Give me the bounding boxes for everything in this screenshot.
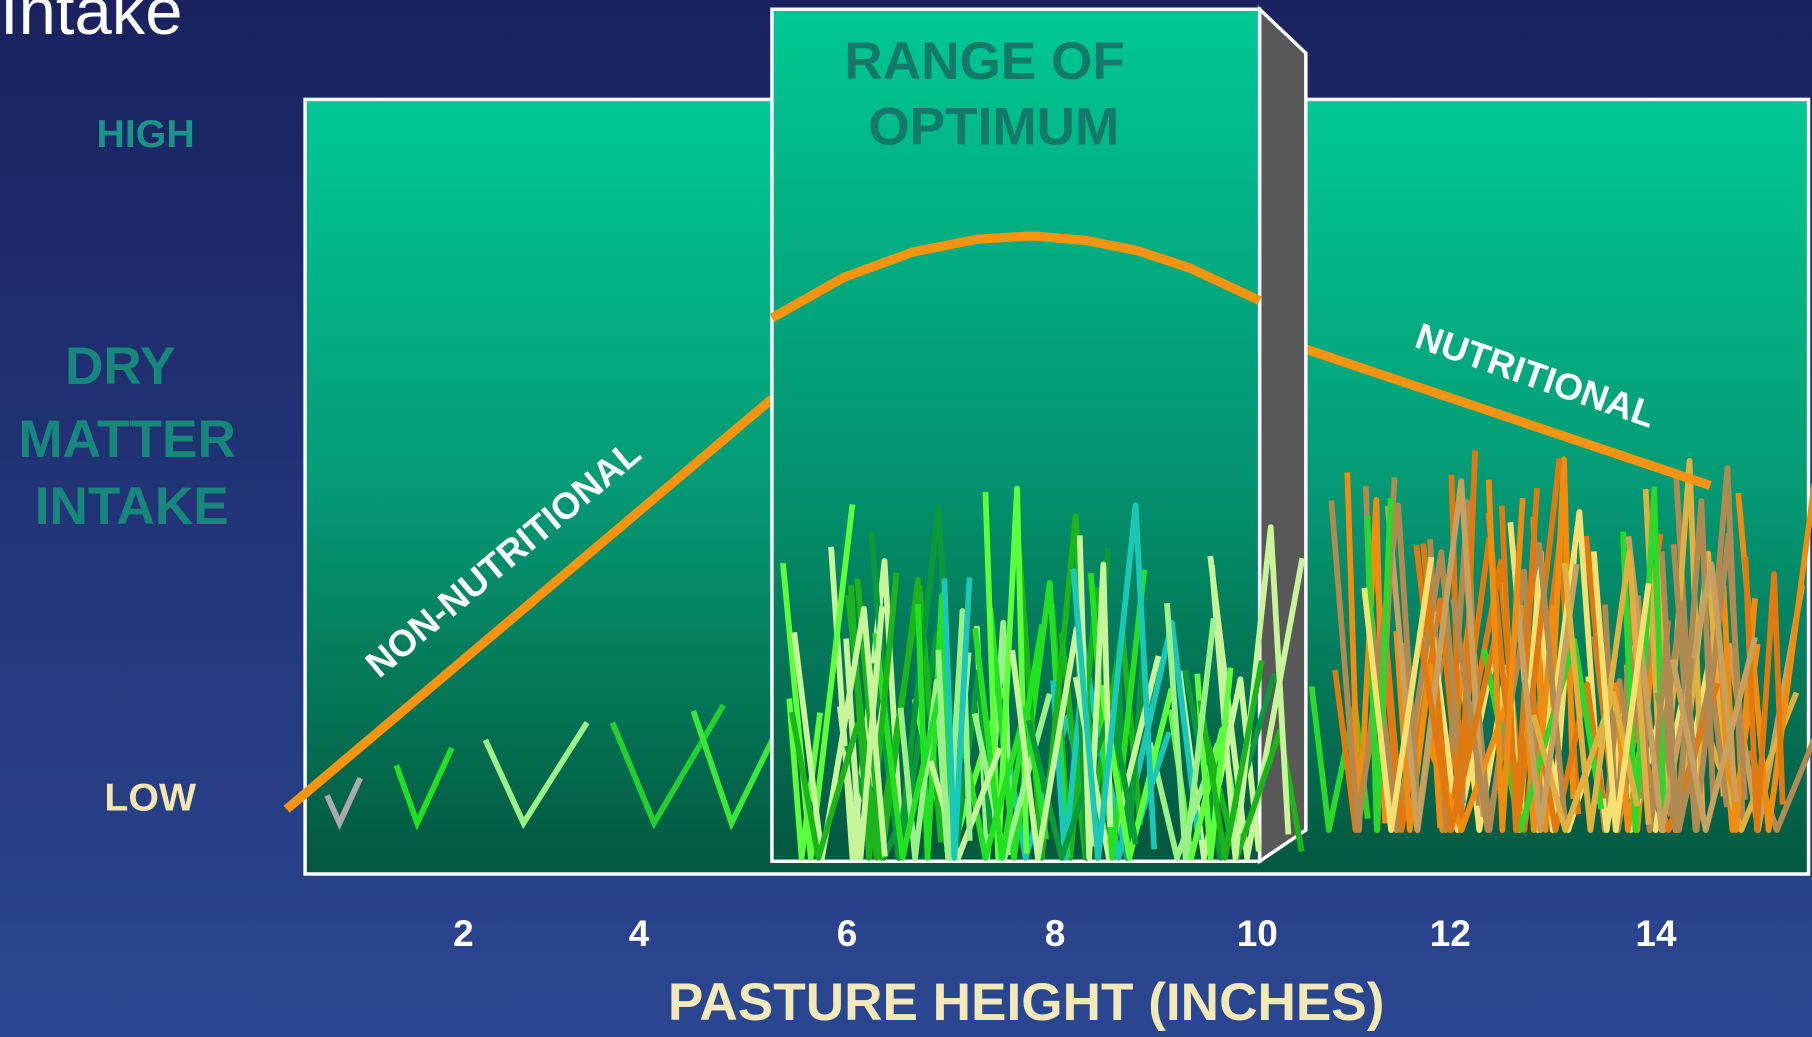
intake-curve-top — [769, 231, 1262, 322]
grass-blade — [843, 606, 885, 861]
grass-blade — [324, 776, 363, 831]
grass-blade — [1742, 556, 1786, 833]
y-axis-label: MATTER — [18, 410, 235, 469]
grass-blade — [482, 721, 590, 830]
grass-blade — [609, 703, 726, 830]
grass-blade — [1384, 478, 1487, 833]
grass-blade — [972, 623, 1046, 861]
y-high-label: HIGH — [97, 112, 195, 156]
grass-blade — [1670, 636, 1758, 833]
grass-blade — [393, 746, 455, 831]
grass-blade — [1197, 660, 1265, 861]
grass-blade — [1361, 556, 1435, 833]
grass-blade — [1328, 500, 1422, 833]
grass-blade — [955, 705, 1050, 861]
grass-blade — [780, 504, 856, 861]
grass-blade — [847, 572, 900, 861]
x-tick-label: 8 — [1045, 913, 1066, 954]
x-tick-label: 4 — [629, 913, 650, 954]
grass-blade — [1735, 482, 1812, 833]
grass-blade — [941, 577, 973, 861]
grass-blade — [1204, 728, 1305, 861]
grass-blade — [1513, 563, 1580, 833]
y-axis-label: INTAKE — [35, 477, 229, 536]
grass-blade — [1485, 479, 1526, 833]
optimum-label: RANGE OF — [844, 32, 1125, 91]
x-axis-title: PASTURE HEIGHT (INCHES) — [668, 973, 1385, 1032]
grass-blade — [1430, 637, 1498, 833]
optimum-label: OPTIMUM — [868, 98, 1119, 157]
slide-title: Intake — [0, 0, 183, 49]
y-low-label: LOW — [104, 775, 197, 819]
intake-curve-left — [283, 395, 775, 813]
grass-blade — [1207, 555, 1306, 861]
grass-blade — [1670, 532, 1748, 833]
intake-curve-right — [1304, 344, 1712, 490]
y-axis-label: DRY — [65, 337, 175, 396]
grass-blade — [1164, 602, 1217, 861]
grass-blade — [789, 711, 861, 861]
x-tick-label: 6 — [837, 913, 858, 954]
grass-blade — [927, 747, 1003, 861]
grass-blade — [1070, 502, 1158, 861]
grass-blade — [791, 605, 888, 861]
x-tick-label: 12 — [1430, 913, 1471, 954]
x-tick-label: 10 — [1237, 913, 1278, 954]
x-tick-label: 14 — [1635, 913, 1677, 954]
x-ticks: 2 4 6 8 10 12 14 — [453, 913, 1677, 954]
x-tick-label: 2 — [453, 913, 474, 954]
grass-blade — [1182, 669, 1278, 861]
grass — [324, 450, 1812, 833]
grass-blade — [1561, 549, 1652, 833]
grass-blade — [1498, 487, 1540, 833]
grass — [780, 485, 1306, 861]
grass-blade — [935, 608, 973, 861]
grass-blade — [854, 577, 922, 861]
grass-blade — [1590, 551, 1652, 833]
grass-blade — [786, 698, 823, 861]
grass-blade — [982, 485, 1030, 861]
